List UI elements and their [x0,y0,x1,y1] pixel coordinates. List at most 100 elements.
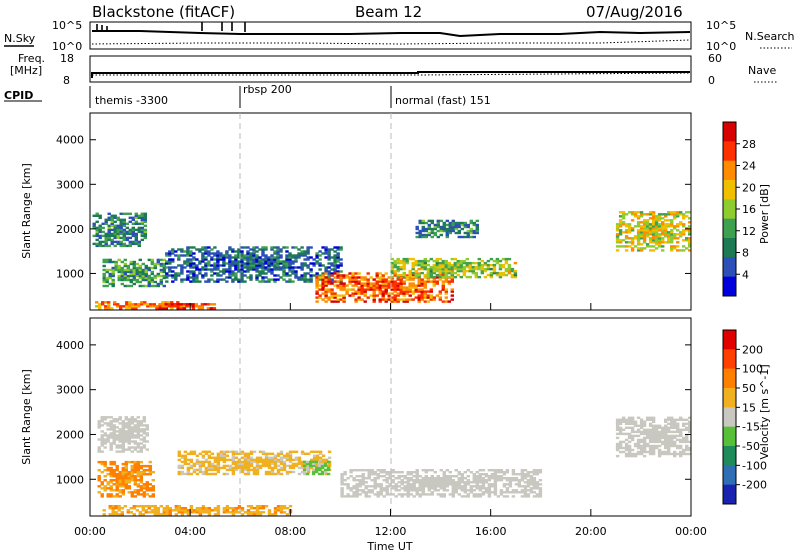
velocity-cell [340,487,344,490]
power-cell [300,246,304,249]
velocity-cell [130,446,134,449]
velocity-cell [511,489,516,492]
velocity-cell [523,487,528,490]
power-cell [430,227,434,231]
velocity-cell [520,477,525,480]
power-cell [285,250,289,253]
velocity-cell [118,495,122,498]
power-cell [342,286,346,289]
power-cell [618,221,623,224]
power-cell [141,272,145,276]
velocity-cell [412,479,416,482]
velocity-cell [478,473,482,476]
velocity-cell [201,507,206,510]
power-cell [330,288,334,291]
power-cell [117,264,121,268]
velocity-cell [186,452,191,455]
velocity-cell [97,420,101,423]
power-cell [144,268,148,272]
velocity-cell [204,460,209,464]
power-cell [615,229,620,232]
velocity-cell [249,458,254,462]
velocity-cell [279,450,284,453]
power-cell [615,225,620,228]
power-cell [387,296,391,299]
velocity-cell [306,470,311,474]
power-cell [688,217,691,220]
power-cell [204,250,208,253]
power-cell [651,225,656,228]
velocity-cell [421,483,425,486]
velocity-cell [291,450,296,453]
power-cell [131,234,135,238]
power-cell [285,258,289,261]
power-cell [501,263,506,267]
velocity-cell [112,438,116,441]
velocity-cell [358,475,362,478]
velocity-cell [388,473,392,476]
velocity-cell [670,420,674,423]
power-cell [219,256,223,259]
power-cell [417,261,421,265]
velocity-cell [216,513,221,516]
power-cell [402,290,406,293]
power-cell [435,276,439,279]
power-cell [162,284,166,288]
velocity-cell [100,471,104,474]
power-cell [498,273,503,277]
power-cell [279,262,283,265]
power-cell [354,298,358,301]
power-cell [249,262,253,265]
power-cell [120,272,124,276]
power-cell [294,270,298,273]
velocity-cell [373,481,377,484]
velocity-cell [273,462,278,466]
power-cell [342,298,346,301]
velocity-cell [508,483,513,486]
power-cell [174,276,178,279]
velocity-cell [478,487,482,490]
velocity-cell [109,487,113,490]
velocity-cell [670,426,674,429]
power-cell [366,280,370,283]
power-cell [171,280,175,283]
velocity-cell [204,458,209,462]
power-cell [657,241,662,244]
velocity-cell [139,438,143,441]
velocity-cell [270,470,275,474]
velocity-cell [118,416,122,419]
velocity-cell [355,489,359,492]
power-cell [654,217,659,220]
velocity-cell [115,438,119,441]
power-cell [95,301,99,304]
power-cell [110,228,114,232]
velocity-cell [198,507,203,510]
power-cell [415,235,419,239]
velocity-cell [112,420,116,423]
velocity-cell [379,489,383,492]
freq-label-line1: Freq. [18,52,45,65]
power-cell [654,233,659,236]
velocity-ylabel: Slant Range [km] [20,369,33,465]
velocity-cell [264,472,269,476]
velocity-cell [630,420,635,423]
velocity-cell [639,440,644,444]
power-cell [339,286,343,289]
power-cell [357,276,361,279]
power-cell [465,265,469,269]
velocity-cell [478,485,482,488]
power-cell [498,267,503,271]
power-cell [261,276,265,279]
power-cell [387,298,391,301]
power-cell [390,271,394,275]
power-cell [123,258,127,262]
velocity-cell [136,430,140,433]
power-cell [327,256,331,259]
power-cell [318,258,322,261]
velocity-cell [142,436,146,439]
velocity-cell [127,434,131,437]
power-cell [630,219,635,222]
power-cell [192,252,196,255]
power-cell [414,284,418,287]
power-cell [624,241,629,244]
